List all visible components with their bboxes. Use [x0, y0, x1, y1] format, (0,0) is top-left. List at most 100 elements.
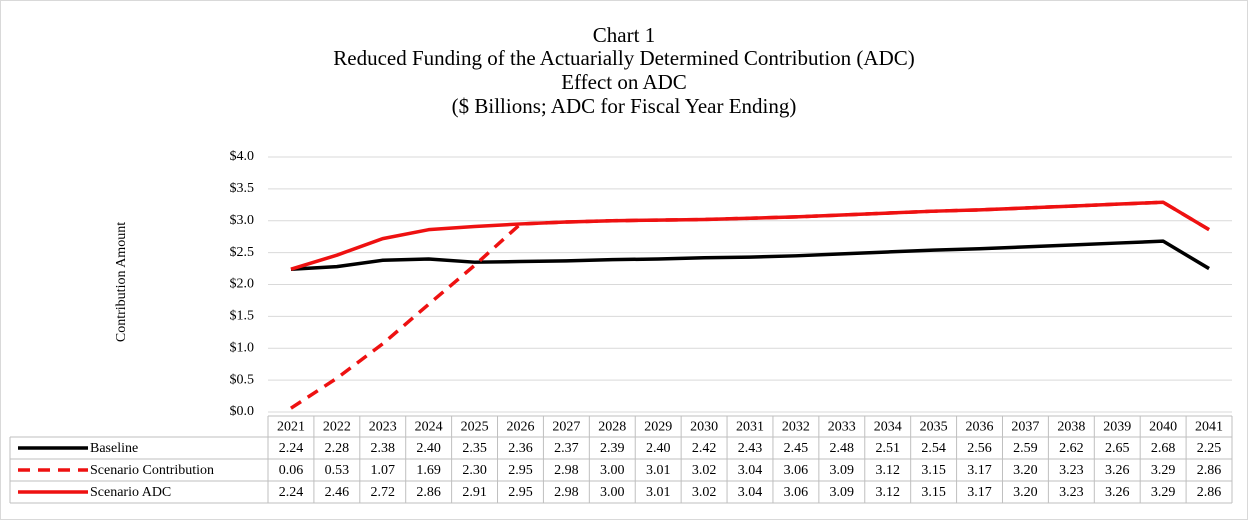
table-value: 0.53 — [325, 463, 350, 478]
table-value: 2.59 — [1013, 441, 1038, 456]
table-value: 2.24 — [279, 441, 304, 456]
table-value: 3.01 — [646, 463, 671, 478]
chart-subtitle: Reduced Funding of the Actuarially Deter… — [333, 46, 914, 70]
x-tick-label: 2036 — [966, 420, 994, 435]
x-tick-label: 2021 — [277, 420, 305, 435]
table-value: 2.40 — [416, 441, 441, 456]
table-value: 3.17 — [967, 485, 992, 500]
table-value: 2.86 — [1197, 485, 1222, 500]
x-tick-label: 2035 — [920, 420, 948, 435]
table-value: 2.30 — [462, 463, 487, 478]
table-value: 3.17 — [967, 463, 992, 478]
table-value: 2.68 — [1151, 441, 1176, 456]
y-tick-label: $3.0 — [230, 213, 255, 228]
table-value: 3.26 — [1105, 485, 1130, 500]
series-line — [290, 239, 1210, 271]
table-value: 2.98 — [554, 485, 579, 500]
table-value: 3.02 — [692, 463, 717, 478]
table-value: 2.86 — [416, 485, 441, 500]
x-tick-label: 2025 — [461, 420, 489, 435]
table-value: 2.62 — [1059, 441, 1084, 456]
table-value: 3.23 — [1059, 485, 1084, 500]
y-tick-label: $4.0 — [230, 149, 255, 164]
table-value: 2.28 — [325, 441, 350, 456]
table-value: 3.26 — [1105, 463, 1130, 478]
y-tick-label: $0.5 — [230, 372, 255, 387]
table-value: 3.02 — [692, 485, 717, 500]
table-value: 2.42 — [692, 441, 717, 456]
y-tick-label: $2.0 — [230, 277, 255, 292]
table-value: 2.24 — [279, 485, 304, 500]
table-value: 0.06 — [279, 463, 304, 478]
x-tick-label: 2022 — [323, 420, 351, 435]
table-value: 2.37 — [554, 441, 579, 456]
y-tick-label: $3.5 — [230, 181, 255, 196]
table-value: 2.56 — [967, 441, 992, 456]
table-value: 2.98 — [554, 463, 579, 478]
table-value: 2.25 — [1197, 441, 1222, 456]
legend-label: Baseline — [90, 441, 138, 456]
table-value: 2.54 — [921, 441, 946, 456]
x-tick-label: 2038 — [1057, 420, 1085, 435]
table-value: 3.01 — [646, 485, 671, 500]
chart-subtitle: ($ Billions; ADC for Fiscal Year Ending) — [452, 94, 797, 118]
x-tick-label: 2026 — [506, 420, 534, 435]
series-line — [289, 200, 1210, 410]
x-tick-label: 2030 — [690, 420, 718, 435]
y-tick-label: $1.0 — [230, 340, 255, 355]
x-tick-label: 2024 — [415, 420, 443, 435]
chart-subtitle: Effect on ADC — [561, 70, 687, 94]
table-value: 2.95 — [508, 463, 533, 478]
x-tick-label: 2032 — [782, 420, 810, 435]
table-value: 3.12 — [875, 463, 900, 478]
table-value: 3.04 — [738, 485, 763, 500]
table-value: 2.48 — [830, 441, 855, 456]
table-value: 3.20 — [1013, 463, 1038, 478]
table-value: 2.91 — [462, 485, 487, 500]
table-value: 1.07 — [371, 463, 396, 478]
legend-label: Scenario ADC — [90, 485, 171, 500]
table-value: 3.06 — [784, 485, 809, 500]
table-value: 3.09 — [830, 485, 855, 500]
x-tick-label: 2041 — [1195, 420, 1223, 435]
table-value: 2.35 — [462, 441, 487, 456]
y-tick-label: $0.0 — [230, 404, 255, 419]
legend-label: Scenario Contribution — [90, 463, 214, 478]
x-tick-label: 2034 — [874, 420, 902, 435]
x-tick-label: 2040 — [1149, 420, 1177, 435]
y-axis-label: Contribution Amount — [114, 222, 129, 342]
table-value: 3.23 — [1059, 463, 1084, 478]
x-tick-label: 2027 — [552, 420, 580, 435]
table-value: 2.51 — [875, 441, 900, 456]
x-tick-label: 2033 — [828, 420, 856, 435]
table-value: 2.38 — [371, 441, 396, 456]
table-value: 2.43 — [738, 441, 763, 456]
x-tick-label: 2028 — [598, 420, 626, 435]
table-value: 2.95 — [508, 485, 533, 500]
x-tick-label: 2039 — [1103, 420, 1131, 435]
y-tick-label: $2.5 — [230, 245, 255, 260]
table-value: 3.06 — [784, 463, 809, 478]
table-value: 2.36 — [508, 441, 533, 456]
table-value: 2.39 — [600, 441, 625, 456]
table-value: 3.29 — [1151, 485, 1176, 500]
table-value: 3.00 — [600, 463, 625, 478]
table-value: 2.40 — [646, 441, 671, 456]
table-value: 3.12 — [875, 485, 900, 500]
table-value: 3.20 — [1013, 485, 1038, 500]
x-tick-label: 2029 — [644, 420, 672, 435]
table-value: 3.00 — [600, 485, 625, 500]
table-value: 2.72 — [371, 485, 396, 500]
table-value: 2.65 — [1105, 441, 1130, 456]
y-tick-label: $1.5 — [230, 309, 255, 324]
table-value: 3.09 — [830, 463, 855, 478]
table-value: 2.45 — [784, 441, 809, 456]
table-value: 2.46 — [325, 485, 350, 500]
table-value: 3.29 — [1151, 463, 1176, 478]
table-value: 3.15 — [921, 463, 946, 478]
table-value: 1.69 — [416, 463, 441, 478]
chart-title: Chart 1 — [593, 23, 655, 47]
x-tick-label: 2023 — [369, 420, 397, 435]
table-value: 3.15 — [921, 485, 946, 500]
